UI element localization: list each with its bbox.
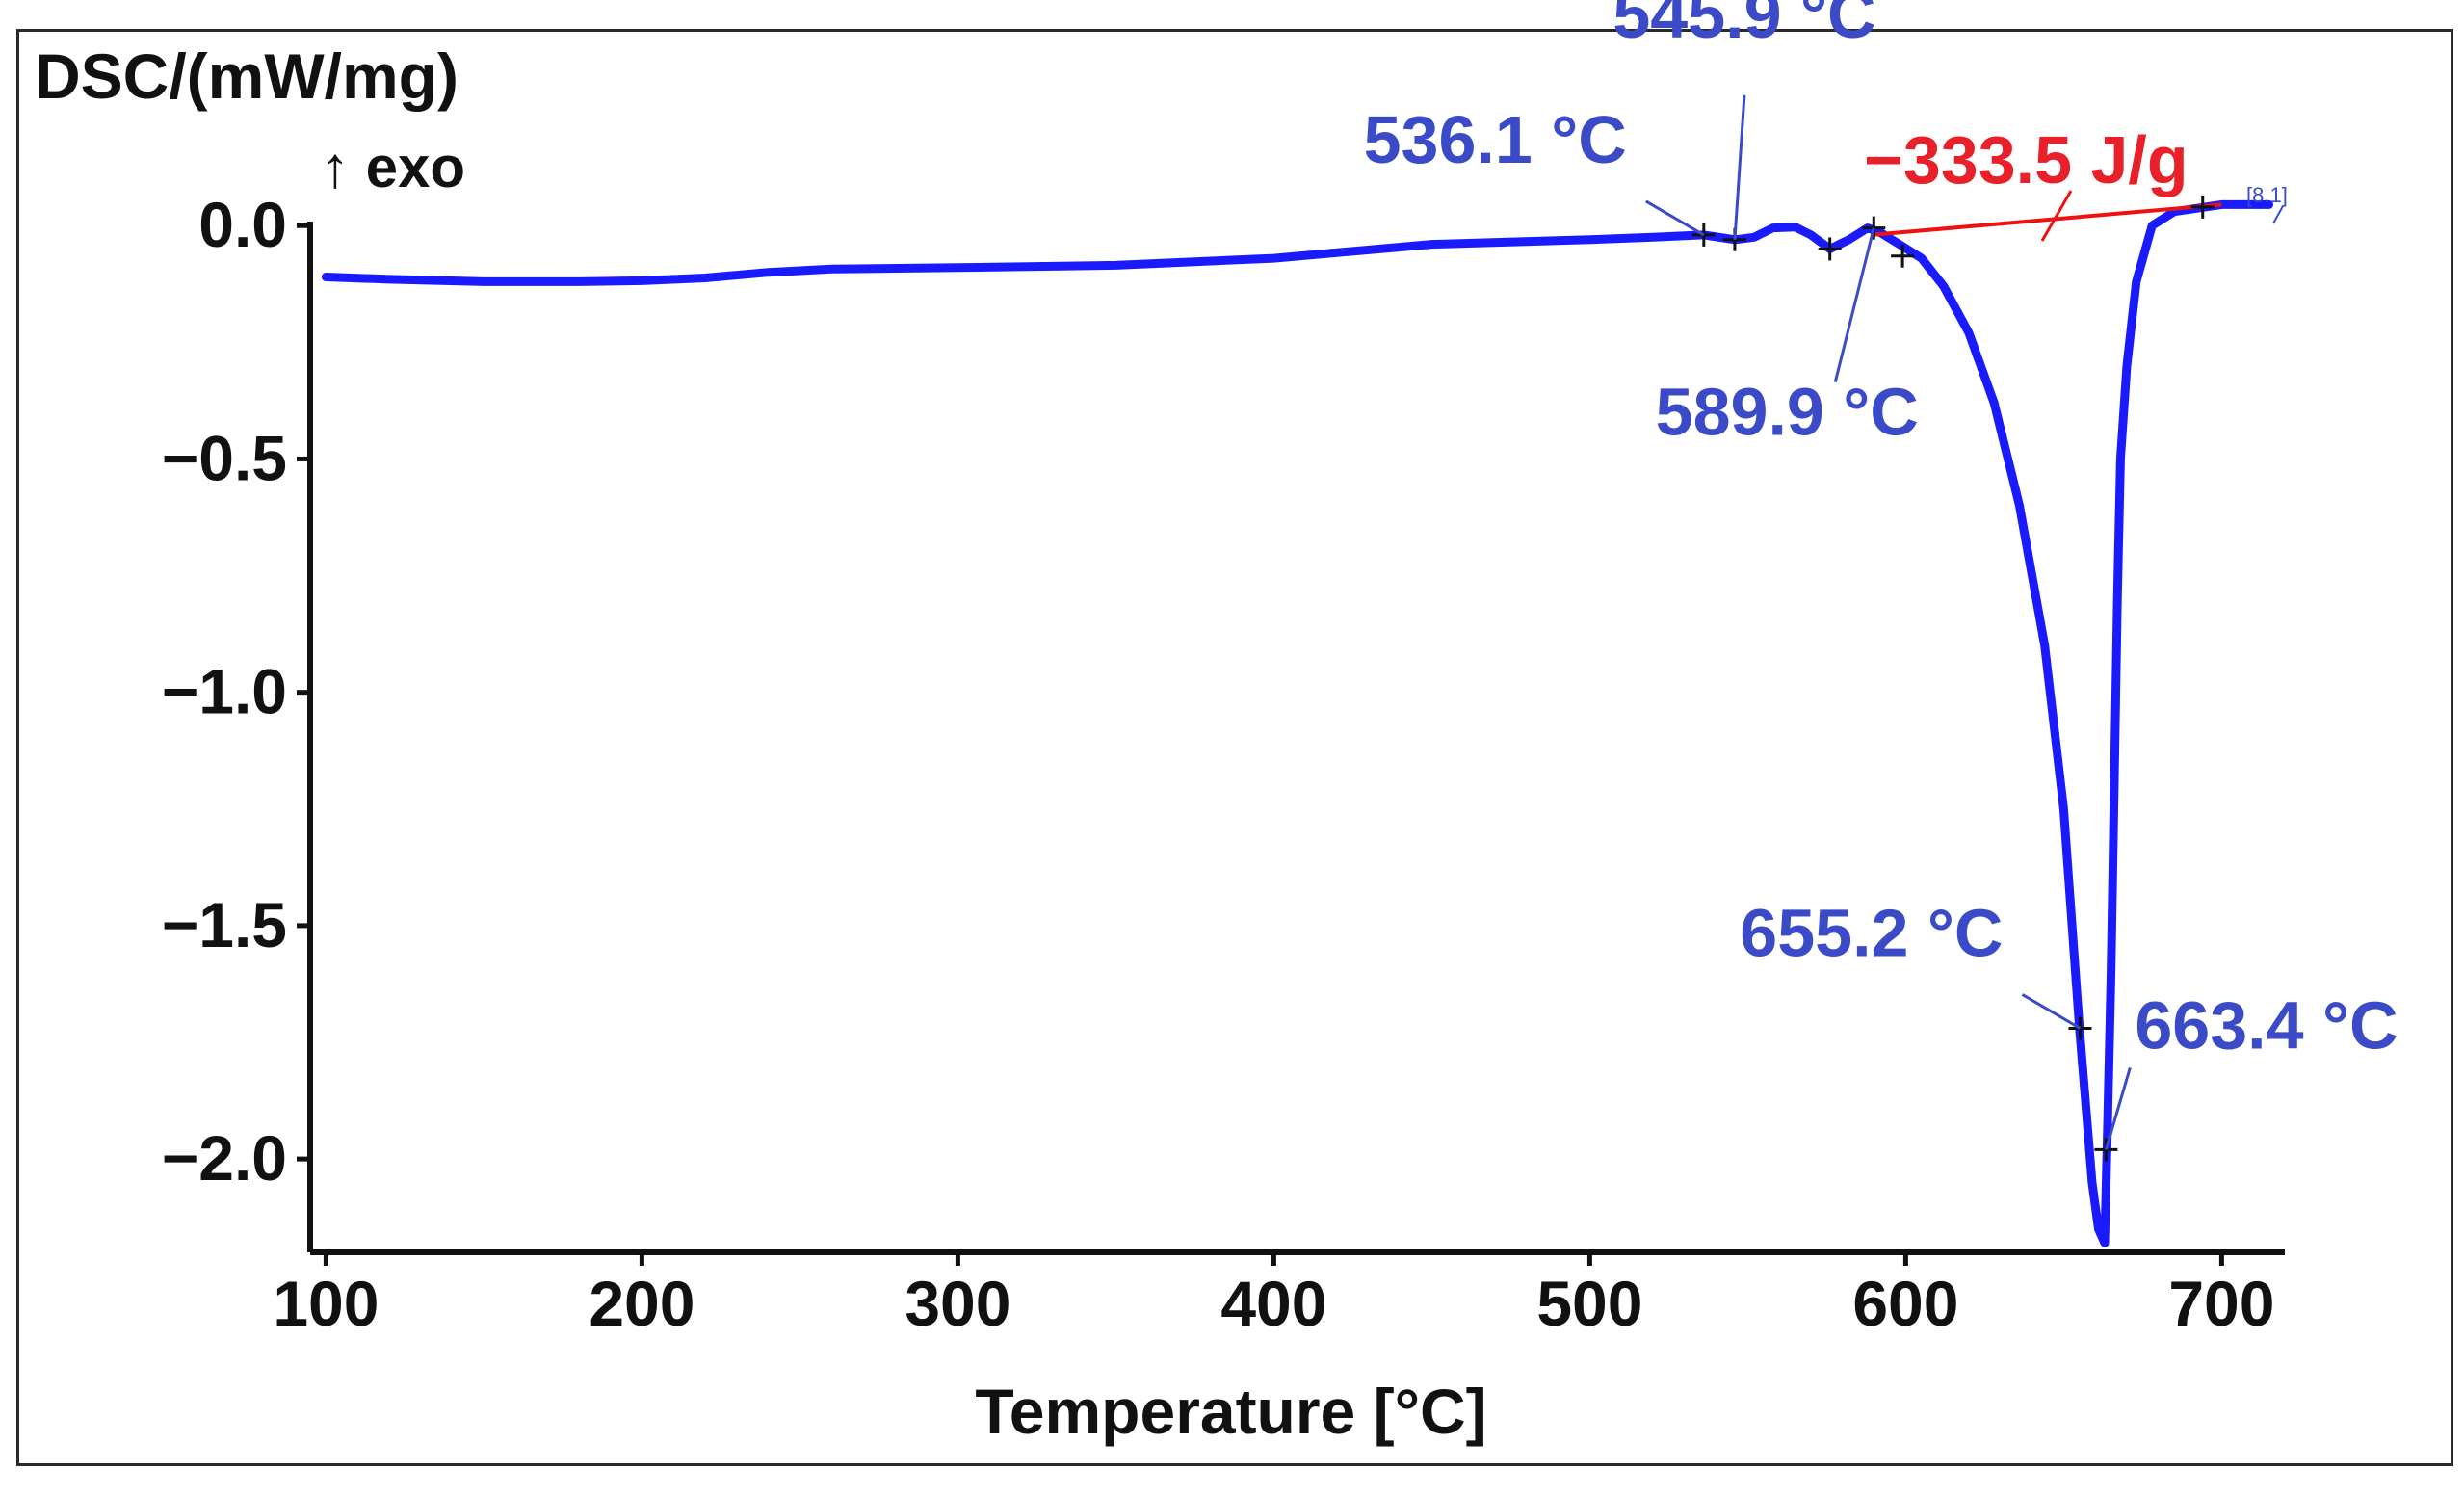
annotation-label: 545.9 °C [1612, 0, 1875, 52]
annotation-leader [2104, 1066, 2132, 1150]
reference-leader [2272, 205, 2284, 224]
x-tick-label: 100 [273, 1268, 379, 1339]
marker-cross [2190, 195, 2215, 219]
y-tick-label: 0.0 [198, 189, 287, 260]
annotation-label: 536.1 °C [1364, 102, 1627, 177]
y-tick-label: −1.0 [162, 656, 287, 727]
enthalpy-reference: [8.1] [2246, 183, 2288, 207]
y-tick-label: −1.5 [162, 889, 287, 960]
annotation-label: 655.2 °C [1740, 895, 2003, 970]
ticks-layer: 0.0 −0.5 −1.0 −1.5 −2.0 100 200 300 400 500 600 700 [162, 189, 2275, 1339]
annotation-label: 663.4 °C [2135, 987, 2398, 1063]
enthalpy-label: −333.5 J/g [1864, 122, 2189, 197]
figure-frame [16, 29, 2453, 1466]
enthalpy-leader [2040, 190, 2073, 242]
annotation-leader [1645, 199, 1705, 237]
x-axis-title: Temperature [°C] [975, 1376, 1486, 1447]
annotation-leader [2021, 993, 2082, 1030]
integration-baseline [1871, 202, 2222, 237]
y-axis-title: DSC/(mW/mg) [35, 40, 459, 112]
x-tick-label: 200 [589, 1268, 695, 1339]
y-tick-label: −2.0 [162, 1122, 287, 1194]
annotation-label: 589.9 °C [1656, 375, 1919, 450]
x-tick-label: 600 [1852, 1268, 1958, 1339]
x-tick-label: 300 [904, 1268, 1010, 1339]
x-tick-label: 500 [1536, 1268, 1642, 1339]
annotation-leader [1733, 94, 1746, 240]
annotation-leader [1833, 227, 1875, 383]
marker-cross [1891, 244, 1915, 268]
annotation-layer: 545.9 °C 536.1 °C 589.9 °C 655.2 °C 663.4 °C [1364, 0, 2398, 1150]
y-tick-label: −0.5 [162, 422, 287, 493]
dsc-curve-line [321, 199, 2274, 1248]
x-tick-label: 700 [2168, 1268, 2274, 1339]
curve-layer [321, 195, 2274, 1248]
marker-cross [1818, 237, 1842, 261]
axes-layer [307, 222, 2285, 1255]
exo-indicator: ↑ exo [321, 135, 465, 199]
x-tick-label: 400 [1220, 1268, 1326, 1339]
